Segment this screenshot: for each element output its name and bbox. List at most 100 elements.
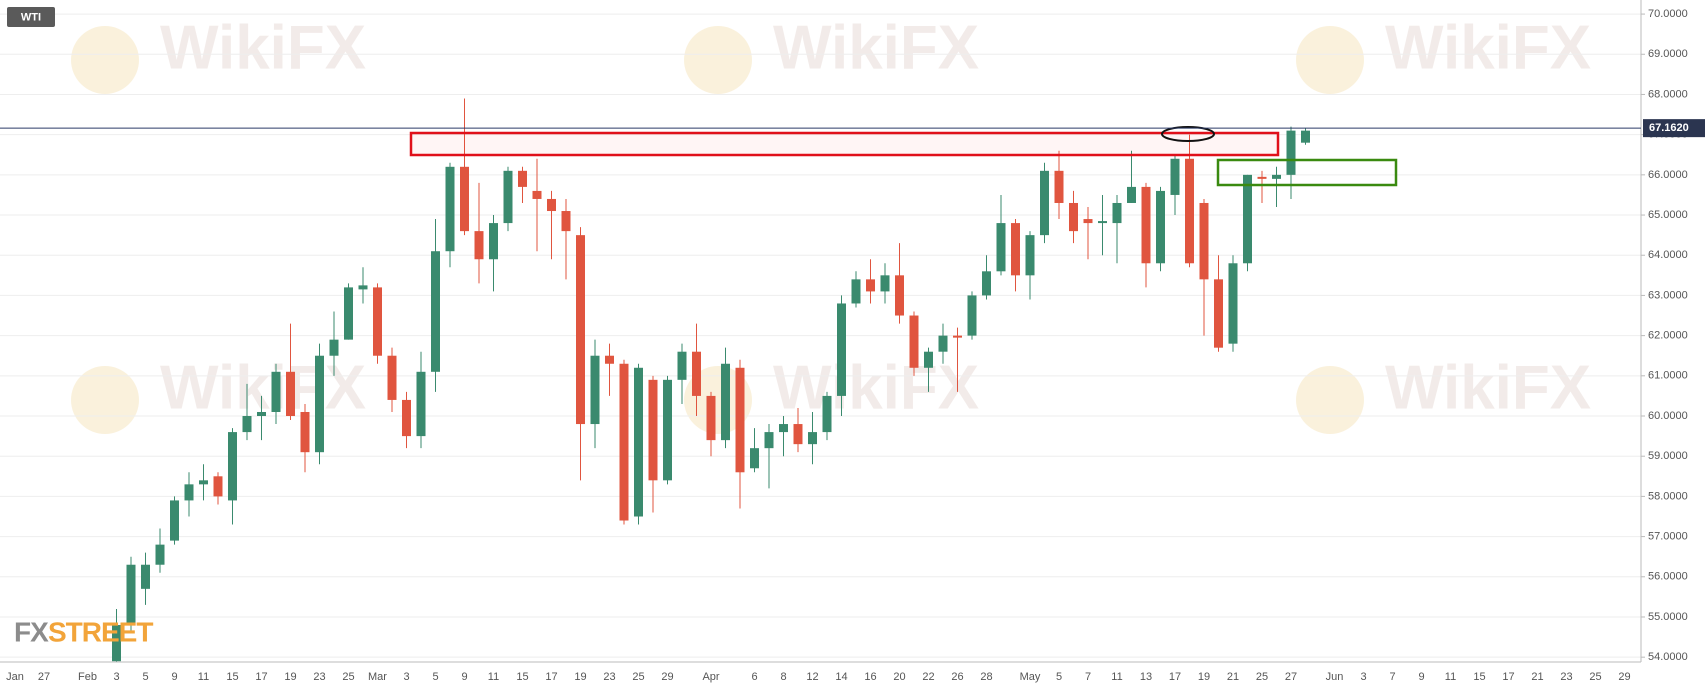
x-tick-label: Jun <box>1326 671 1344 683</box>
candle-body <box>953 335 962 338</box>
candles <box>112 98 1310 662</box>
x-tick-label: 19 <box>284 671 296 683</box>
candle-body <box>112 625 121 662</box>
watermark: WikiFX <box>773 353 979 422</box>
candle-body <box>474 231 484 260</box>
candle-body <box>1170 158 1180 195</box>
x-tick-label: Mar <box>368 671 387 683</box>
y-tick-label: 58.0000 <box>1648 490 1688 502</box>
candle-body <box>547 198 556 212</box>
x-tick-label: 25 <box>1589 671 1601 683</box>
symbol-label: WTI <box>21 11 41 23</box>
x-tick-label: Apr <box>702 671 719 683</box>
y-tick-label: 64.0000 <box>1648 249 1688 261</box>
resistance-box <box>409 131 1280 157</box>
x-tick-label: 21 <box>1531 671 1543 683</box>
candle-body <box>1228 263 1238 344</box>
candle-body <box>779 424 788 433</box>
candle-body <box>924 351 933 368</box>
axes: 54.0000 55.0000 56.0000 57.0000 58.0000 59.00… <box>0 8 1705 683</box>
x-tick-label: 5 <box>432 671 438 683</box>
candle-body <box>199 480 208 485</box>
y-tick-label: 59.0000 <box>1648 450 1688 462</box>
candle-body <box>170 500 179 541</box>
candle-body <box>938 335 948 352</box>
candle-body <box>1083 219 1093 224</box>
candle-body <box>634 367 643 517</box>
x-tick-label: 11 <box>1445 671 1456 683</box>
candle-body <box>1054 170 1064 203</box>
candle-body <box>387 355 397 400</box>
x-tick-label: 15 <box>516 671 528 683</box>
y-tick-label: 54.0000 <box>1648 651 1688 663</box>
candle-body <box>793 424 803 445</box>
watermark-logo <box>71 26 139 94</box>
candle-body <box>1098 221 1107 224</box>
candle-body <box>1185 158 1194 264</box>
candle-body <box>808 432 817 445</box>
candle-body <box>141 564 150 589</box>
x-tick-label: 9 <box>171 671 177 683</box>
candle-body <box>851 279 861 304</box>
candle-body <box>1301 130 1310 143</box>
x-tick-label: 19 <box>1198 671 1210 683</box>
y-tick-label: 62.0000 <box>1648 330 1688 342</box>
candle-body <box>996 223 1006 272</box>
candle-body <box>1127 186 1136 203</box>
candle-body <box>242 416 252 433</box>
brand-logo: FX STREET <box>14 616 154 647</box>
x-tick-label: 19 <box>574 671 586 683</box>
brand-street: STREET <box>48 616 153 647</box>
candle-body <box>605 355 614 364</box>
x-tick-label: 17 <box>1502 671 1514 683</box>
candle-body <box>358 285 368 290</box>
y-tick-label: 55.0000 <box>1648 611 1688 623</box>
y-tick-label: 61.0000 <box>1648 370 1688 382</box>
candle-body <box>286 371 295 417</box>
symbol-tag: WTI <box>7 7 55 27</box>
x-tick-label: 11 <box>1111 671 1122 683</box>
candle-body <box>1199 202 1209 280</box>
x-tick-label: 29 <box>661 671 673 683</box>
support-box <box>1216 158 1398 187</box>
candle-body <box>677 351 687 380</box>
x-tick-label: 9 <box>461 671 467 683</box>
candle-body <box>1286 130 1296 175</box>
x-tick-label: 13 <box>1140 671 1152 683</box>
watermark-logo <box>71 366 139 434</box>
x-tick-label: 22 <box>922 671 934 683</box>
candle-body <box>431 251 440 372</box>
symbol-box <box>7 7 55 27</box>
x-tick-label: 16 <box>864 671 876 683</box>
candle-body <box>344 287 353 340</box>
candle-body <box>576 235 585 425</box>
candle-body <box>489 223 498 260</box>
x-tick-label: 25 <box>342 671 354 683</box>
x-tick-label: 21 <box>1227 671 1239 683</box>
candle-body <box>1156 190 1165 264</box>
x-tick-label: 17 <box>545 671 557 683</box>
candle-body <box>1112 202 1122 224</box>
y-tick-label: 70.0000 <box>1648 8 1688 20</box>
candle-body <box>909 315 919 368</box>
x-tick-label: 3 <box>403 671 409 683</box>
y-tick-label: 66.0000 <box>1648 169 1688 181</box>
x-tick-label: 27 <box>1285 671 1297 683</box>
candle-body <box>271 371 281 412</box>
x-tick-label: 11 <box>488 671 499 683</box>
watermark: WikiFX <box>1385 13 1591 82</box>
candle-body <box>837 303 846 396</box>
y-tick-label: 57.0000 <box>1648 531 1688 543</box>
candle-body <box>880 275 890 292</box>
x-tick-label: 25 <box>632 671 644 683</box>
y-tick-label: 69.0000 <box>1648 48 1688 60</box>
x-tick-label: 20 <box>893 671 905 683</box>
candle-body <box>561 211 571 232</box>
y-tick-label: 63.0000 <box>1648 289 1688 301</box>
x-tick-label: 23 <box>313 671 325 683</box>
candle-body <box>866 279 875 292</box>
candle-body <box>155 544 165 565</box>
x-tick-label: 26 <box>951 671 963 683</box>
last-price-label: 67.1620 <box>1649 122 1689 134</box>
